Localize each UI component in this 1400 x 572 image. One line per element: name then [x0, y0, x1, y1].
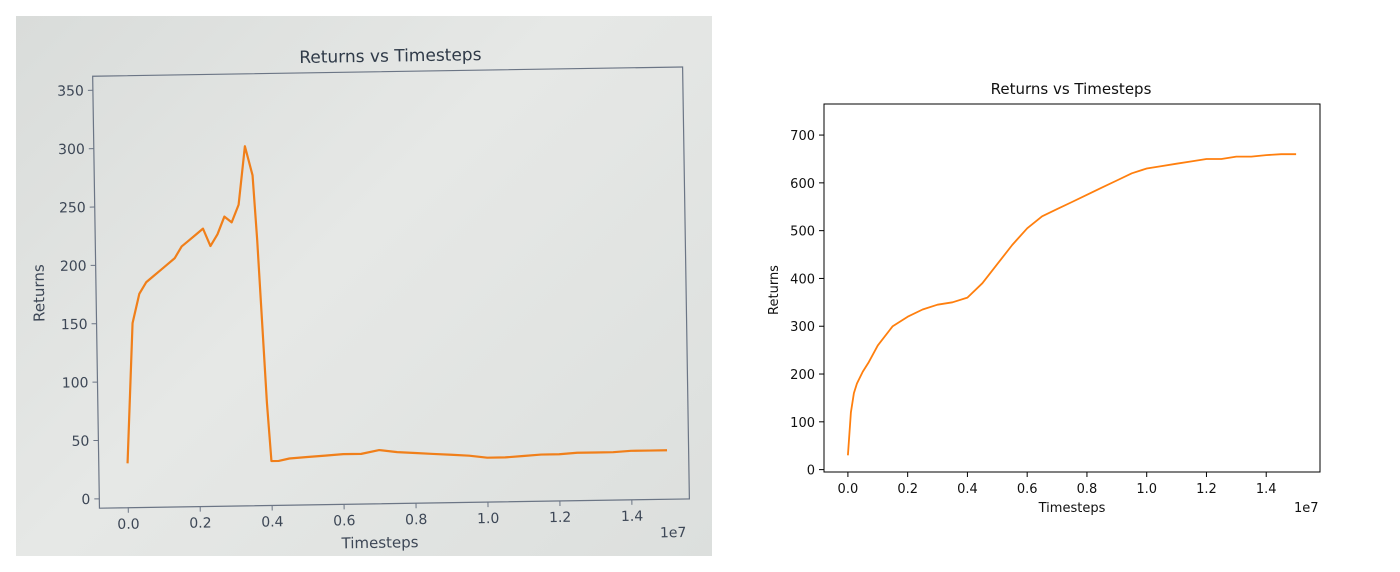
left-x-tick-label: 0.0: [117, 517, 140, 533]
left-x-tick-label: 0.4: [261, 514, 284, 530]
right-x-tick-label: 0.8: [1077, 482, 1098, 497]
right-y-tick-label: 500: [790, 225, 815, 240]
right-x-axis-label: Timesteps: [1038, 501, 1106, 516]
right-y-tick-label: 600: [790, 177, 815, 192]
right-chart-title: Returns vs Timesteps: [991, 80, 1152, 98]
right-x-tick-label: 0.4: [957, 482, 978, 497]
left-x-tick-label: 0.6: [333, 513, 356, 529]
right-y-tick-label: 100: [790, 416, 815, 431]
left-series-line: [126, 145, 668, 464]
left-x-tick-label: 0.8: [405, 512, 428, 528]
right-x-tick-label: 1.4: [1256, 482, 1277, 497]
left-y-tick-label: 250: [59, 200, 86, 216]
right-y-tick-label: 700: [790, 129, 815, 144]
left-x-tick-label: 1.2: [549, 510, 572, 526]
right-x-tick-label: 0.2: [897, 482, 918, 497]
right-x-offset-label: 1e7: [1294, 501, 1319, 516]
right-y-tick-label: 300: [790, 320, 815, 335]
left-x-axis-label: Timesteps: [340, 533, 418, 552]
right-y-tick-label: 200: [790, 368, 815, 383]
left-x-offset-label: 1e7: [660, 525, 687, 541]
left-chart-svg: Returns vs Timesteps 0 50 100 150 200 250 300 3…: [30, 45, 690, 552]
left-x-tick-label: 1.4: [621, 509, 644, 525]
left-y-tick-label: 200: [60, 259, 87, 275]
left-y-tick-label: 150: [61, 317, 88, 333]
left-y-tick-label: 0: [81, 492, 90, 508]
right-x-tick-label: 1.0: [1136, 482, 1157, 497]
left-x-tick-label: 1.0: [477, 511, 500, 527]
left-plot-frame: [92, 66, 690, 509]
left-y-axis-label: Returns: [30, 264, 49, 322]
left-chart-title: Returns vs Timesteps: [299, 45, 482, 68]
right-series-line: [847, 153, 1297, 456]
right-chart: Returns vs Timesteps 0 100 200 300 400 500 600…: [740, 60, 1360, 530]
right-y-tick-label: 0: [807, 464, 815, 479]
left-y-tick-label: 300: [58, 142, 85, 158]
left-y-tick-label: 100: [62, 375, 89, 391]
right-chart-svg: Returns vs Timesteps 0 100 200 300 400 500 600…: [767, 80, 1321, 516]
right-x-tick-label: 0.0: [838, 482, 859, 497]
right-y-axis-label: Returns: [767, 265, 782, 315]
right-x-tick-label: 0.6: [1017, 482, 1038, 497]
left-chart-photo: Returns vs Timesteps 0 50 100 150 200 250 300 3…: [16, 16, 712, 556]
left-y-tick-label: 50: [71, 434, 89, 450]
left-y-tick-label: 350: [57, 83, 84, 99]
left-x-tick-label: 0.2: [189, 515, 212, 531]
right-plot-frame: [823, 103, 1321, 473]
right-y-tick-label: 400: [790, 272, 815, 287]
right-x-tick-label: 1.2: [1196, 482, 1217, 497]
